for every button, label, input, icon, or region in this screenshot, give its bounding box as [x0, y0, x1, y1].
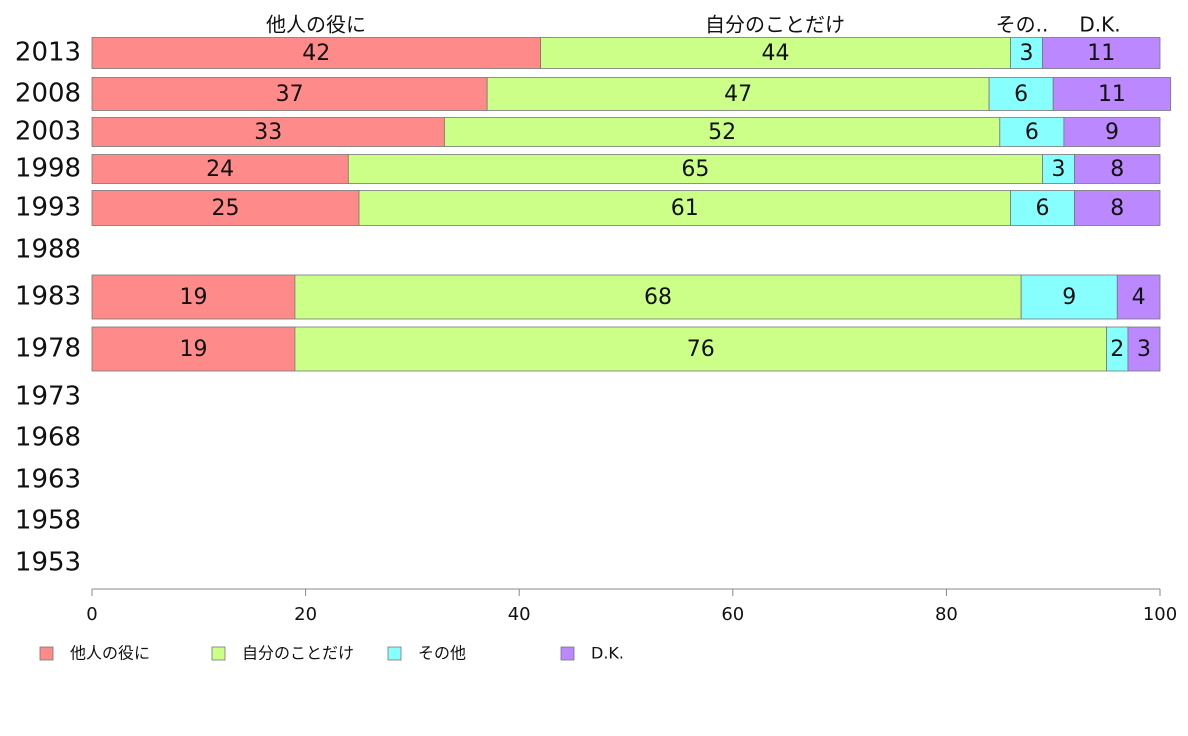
bar-value-2003-3: 9 — [1105, 120, 1119, 145]
bar-segment-2008-2 — [988, 77, 1054, 111]
x-tick-label-0: 0 — [86, 604, 97, 625]
bar-value-1998-2: 3 — [1052, 157, 1066, 182]
bar-value-1983-3: 4 — [1132, 285, 1146, 310]
x-tick-label-60: 60 — [721, 604, 744, 625]
year-label-2003: 2003 — [15, 117, 81, 147]
bar-value-2008-1: 47 — [724, 82, 752, 107]
bar-segment-2003-3 — [1063, 117, 1161, 147]
bar-value-1978-0: 19 — [179, 337, 207, 362]
x-tick-label-40: 40 — [508, 604, 531, 625]
legend-label-3: D.K. — [591, 644, 624, 663]
bar-segment-1993-3 — [1074, 190, 1161, 226]
legend-swatch-1 — [211, 646, 226, 661]
x-axis: 0 20 40 60 80 100 — [86, 588, 1177, 625]
bar-value-1978-2: 2 — [1110, 337, 1124, 362]
bar-segment-1978-3 — [1127, 326, 1161, 372]
bar-value-1993-3: 8 — [1110, 196, 1124, 221]
year-label-1973: 1973 — [15, 382, 81, 412]
bar-value-1983-0: 19 — [179, 285, 207, 310]
year-label-2008: 2008 — [15, 79, 81, 109]
bar-segment-2003-0 — [91, 117, 445, 147]
year-label-2013: 2013 — [15, 38, 81, 68]
bar-segment-1993-1 — [358, 190, 1011, 226]
legend-swatch-0 — [39, 646, 54, 661]
legend: 他人の役に 自分のことだけ その他 D.K. — [39, 644, 624, 663]
legend-label-1: 自分のことだけ — [242, 644, 354, 663]
bar-value-1998-1: 65 — [681, 157, 709, 182]
bar-segment-1983-0 — [91, 274, 296, 320]
bar-segment-1983-3 — [1116, 274, 1161, 320]
x-tick-label-100: 100 — [1143, 604, 1177, 625]
bar-segment-1978-0 — [91, 326, 296, 372]
year-label-1963: 1963 — [15, 465, 81, 495]
bar-value-2008-3: 11 — [1098, 82, 1126, 107]
bar-value-2003-1: 52 — [708, 120, 736, 145]
column-header-0: 他人の役に — [266, 13, 366, 37]
year-label-1993: 1993 — [15, 193, 81, 223]
bar-segment-2008-0 — [91, 77, 488, 111]
bar-segment-2013-1 — [540, 37, 1011, 69]
bar-segment-2013-2 — [1010, 37, 1043, 69]
legend-label-0: 他人の役に — [70, 644, 150, 663]
bar-segment-1983-1 — [294, 274, 1022, 320]
year-labels: 2013 2008 2003 1998 1993 1988 1983 1978 1973 1968… — [15, 38, 81, 578]
bar-value-2013-3: 11 — [1087, 41, 1115, 66]
legend-label-2: その他 — [418, 644, 466, 663]
bar-value-2003-2: 6 — [1025, 120, 1039, 145]
bar-value-2003-0: 33 — [254, 120, 282, 145]
bar-value-2013-2: 3 — [1020, 41, 1034, 66]
bar-value-1993-2: 6 — [1036, 196, 1050, 221]
bar-value-1978-1: 76 — [687, 337, 715, 362]
column-header-1: 自分のことだけ — [705, 13, 845, 37]
bar-value-1998-0: 24 — [206, 157, 234, 182]
bar-segment-2008-1 — [486, 77, 990, 111]
legend-swatch-3 — [560, 646, 575, 661]
bar-value-1983-1: 68 — [644, 285, 672, 310]
bar-segment-2013-3 — [1042, 37, 1161, 69]
bar-value-2013-0: 42 — [302, 41, 330, 66]
bar-segment-1993-2 — [1010, 190, 1075, 226]
bar-value-2008-0: 37 — [276, 82, 304, 107]
bar-value-1993-1: 61 — [671, 196, 699, 221]
bar-value-1978-3: 3 — [1137, 337, 1151, 362]
bar-segment-1998-3 — [1074, 154, 1161, 184]
column-header-3: D.K. — [1079, 13, 1120, 37]
x-tick-label-80: 80 — [935, 604, 958, 625]
bar-segment-2003-1 — [444, 117, 1001, 147]
legend-swatch-2 — [387, 646, 402, 661]
year-label-1988: 1988 — [15, 235, 81, 265]
bar-segment-1983-2 — [1020, 274, 1118, 320]
year-label-1998: 1998 — [15, 154, 81, 184]
bar-value-1998-3: 8 — [1110, 157, 1124, 182]
bar-value-1983-2: 9 — [1062, 285, 1076, 310]
x-tick-label-20: 20 — [294, 604, 317, 625]
column-header-2: その.. — [996, 13, 1049, 37]
year-label-1983: 1983 — [15, 282, 81, 312]
bar-segment-1998-1 — [347, 154, 1043, 184]
bar-value-2013-1: 44 — [762, 41, 790, 66]
year-label-1968: 1968 — [15, 423, 81, 453]
year-label-1958: 1958 — [15, 506, 81, 536]
column-headers: 他人の役に 自分のことだけ その.. D.K. — [266, 13, 1121, 37]
year-label-1978: 1978 — [15, 334, 81, 364]
year-label-1953: 1953 — [15, 548, 81, 578]
bar-value-2008-2: 6 — [1014, 82, 1028, 107]
bar-value-1993-0: 25 — [212, 196, 240, 221]
bar-segment-2013-0 — [91, 37, 541, 69]
bar-segment-1993-0 — [91, 190, 360, 226]
bar-segment-1998-0 — [91, 154, 349, 184]
bar-segment-2008-3 — [1052, 77, 1172, 111]
